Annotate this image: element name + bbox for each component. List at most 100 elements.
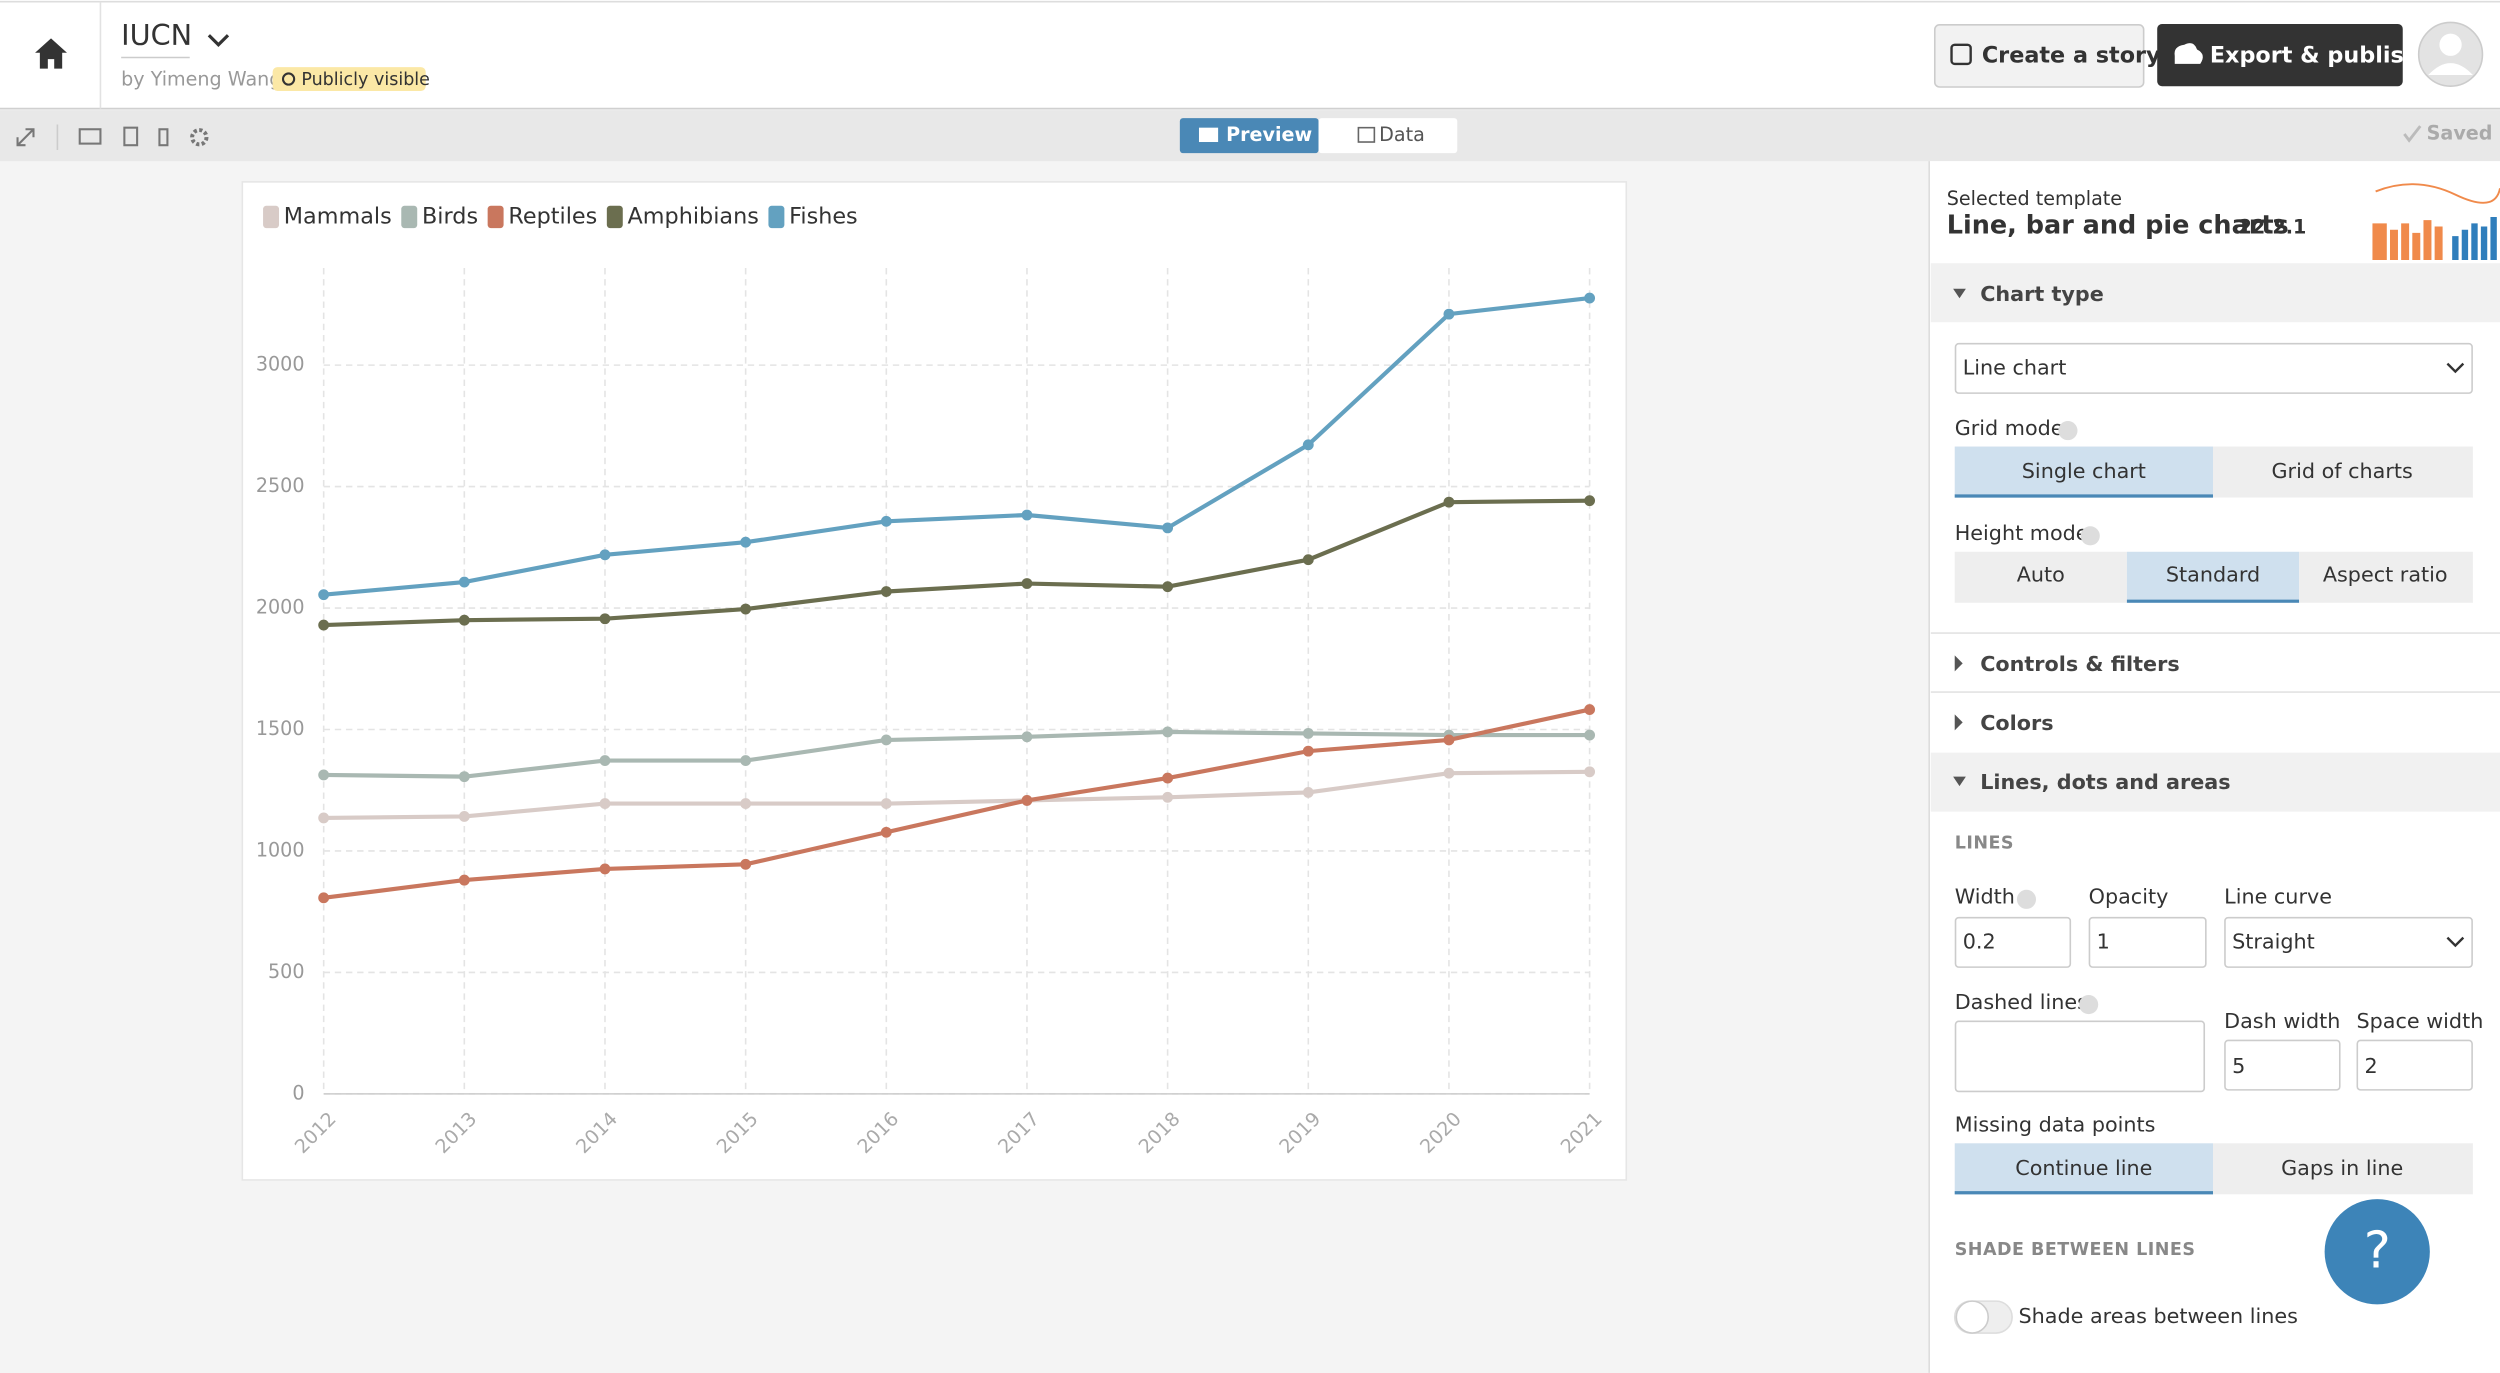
field-label: Height mode [1955, 521, 2089, 545]
section-title[interactable]: Controls & filters [1980, 652, 2179, 676]
byline: by Yimeng Wang [121, 67, 281, 90]
input-value: 1 [2097, 929, 2110, 953]
data-point [740, 798, 752, 810]
section-title: Chart type [1980, 282, 2104, 306]
template-version: 22.2.1 [2239, 216, 2307, 239]
caret [1953, 288, 1966, 299]
option[interactable] [2213, 446, 2473, 498]
saved-label: Saved [2427, 122, 2493, 145]
data-point [318, 812, 330, 824]
field-label: Grid mode [1955, 416, 2064, 440]
legend-swatch [401, 205, 418, 229]
input-value: 2 [2364, 1054, 2377, 1078]
data-point [880, 798, 892, 810]
help-icon[interactable] [2016, 889, 2037, 909]
data-point [880, 515, 892, 527]
y-tick-label: 2000 [256, 596, 305, 619]
option-selected[interactable] [1954, 1143, 2214, 1195]
template-label: Selected template [1947, 187, 2122, 210]
data-label: Data [1379, 123, 1425, 146]
field-label: Opacity [2089, 885, 2169, 909]
legend-label: Birds [422, 203, 478, 229]
help-icon[interactable] [2080, 526, 2100, 546]
data-point [1302, 786, 1314, 798]
select-arrow [2446, 362, 2465, 374]
section-header[interactable] [1930, 263, 2500, 323]
help-button[interactable] [2324, 1199, 2430, 1305]
input[interactable] [1954, 916, 2072, 968]
export-button[interactable] [2157, 24, 2403, 87]
data-point [1302, 727, 1314, 739]
y-tick-label: 0 [292, 1081, 304, 1104]
option[interactable] [2299, 551, 2473, 603]
data-point [880, 826, 892, 838]
help-icon[interactable] [2058, 421, 2078, 441]
input[interactable] [2356, 1039, 2473, 1091]
data-point [1584, 766, 1596, 778]
data-point [1162, 581, 1174, 593]
settings-icon[interactable] [190, 128, 209, 147]
thumb-bars [2452, 216, 2497, 261]
field-label: Missing data points [1955, 1113, 2156, 1137]
select-arrow [2446, 936, 2465, 948]
data-tab[interactable] [1318, 118, 1458, 154]
data-point [1443, 496, 1455, 508]
data-point [1162, 791, 1174, 803]
mobile-icon[interactable] [158, 128, 169, 147]
legend-swatch [487, 205, 504, 229]
select[interactable] [1954, 342, 2473, 394]
data-point [740, 603, 752, 615]
input[interactable] [2088, 916, 2207, 968]
y-tick-label: 1500 [256, 717, 305, 740]
series-line [323, 707, 1591, 900]
data-point [1162, 772, 1174, 784]
data-point [1584, 729, 1596, 741]
data-point [1021, 578, 1033, 589]
field-label: Space width [2357, 1009, 2484, 1033]
textarea[interactable] [1954, 1020, 2206, 1093]
select[interactable] [2224, 916, 2473, 968]
option[interactable] [2213, 1143, 2473, 1195]
visibility-badge[interactable] [272, 67, 426, 91]
create-story-label: Create a story [1982, 42, 2161, 68]
data-point [1443, 734, 1455, 746]
option-label: Aspect ratio [2323, 563, 2448, 587]
option-label: Auto [2017, 563, 2065, 587]
field-label: Dash width [2224, 1009, 2340, 1033]
export-label: Export & publish [2210, 42, 2420, 68]
title-dropdown[interactable] [207, 34, 230, 48]
select-value: Straight [2232, 929, 2315, 953]
tablet-icon[interactable] [123, 126, 139, 147]
data-point [599, 755, 611, 767]
legend-label: Mammals [284, 203, 392, 229]
chart-card [241, 181, 1628, 1181]
fullscreen-icon[interactable] [16, 128, 35, 147]
data-point [599, 613, 611, 625]
data-point [458, 811, 470, 822]
home-icon[interactable] [35, 38, 67, 69]
y-tick-label: 3000 [256, 353, 305, 376]
project-title[interactable]: IUCN [121, 18, 192, 52]
legend-label: Fishes [789, 203, 858, 229]
create-story-button[interactable] [1933, 24, 2145, 88]
preview-tab[interactable] [1179, 118, 1319, 154]
section-title[interactable]: Colors [1980, 711, 2053, 735]
section-header[interactable] [1930, 752, 2500, 812]
data-point [318, 619, 330, 631]
y-tick-label: 500 [268, 960, 305, 983]
toggle-knob [1955, 1300, 1989, 1334]
select-value: Line chart [1963, 355, 2067, 379]
visibility-label: Publicly visible [301, 70, 430, 90]
input[interactable] [2224, 1039, 2341, 1091]
option[interactable] [1954, 551, 2127, 603]
cloud-icon [2174, 43, 2203, 64]
story-icon [1950, 43, 1972, 66]
data-point [880, 734, 892, 746]
option-selected[interactable] [1954, 446, 2214, 498]
help-icon[interactable] [2079, 995, 2099, 1015]
option-selected[interactable] [2126, 551, 2300, 603]
data-point [1584, 495, 1596, 507]
desktop-icon[interactable] [78, 128, 102, 145]
